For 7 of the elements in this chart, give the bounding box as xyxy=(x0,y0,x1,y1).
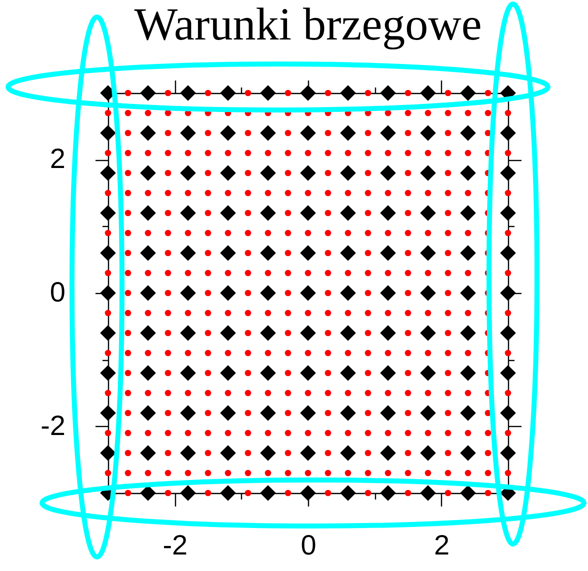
x-tick-label: 2 xyxy=(434,530,450,560)
y-tick-label: -2 xyxy=(40,410,66,441)
x-tick-label: 0 xyxy=(300,530,316,560)
y-tick-label: 2 xyxy=(50,143,66,174)
x-tick-label: -2 xyxy=(162,530,188,560)
y-tick-label: 0 xyxy=(50,276,66,308)
chart-title: Warunki brzegowe xyxy=(134,0,482,50)
